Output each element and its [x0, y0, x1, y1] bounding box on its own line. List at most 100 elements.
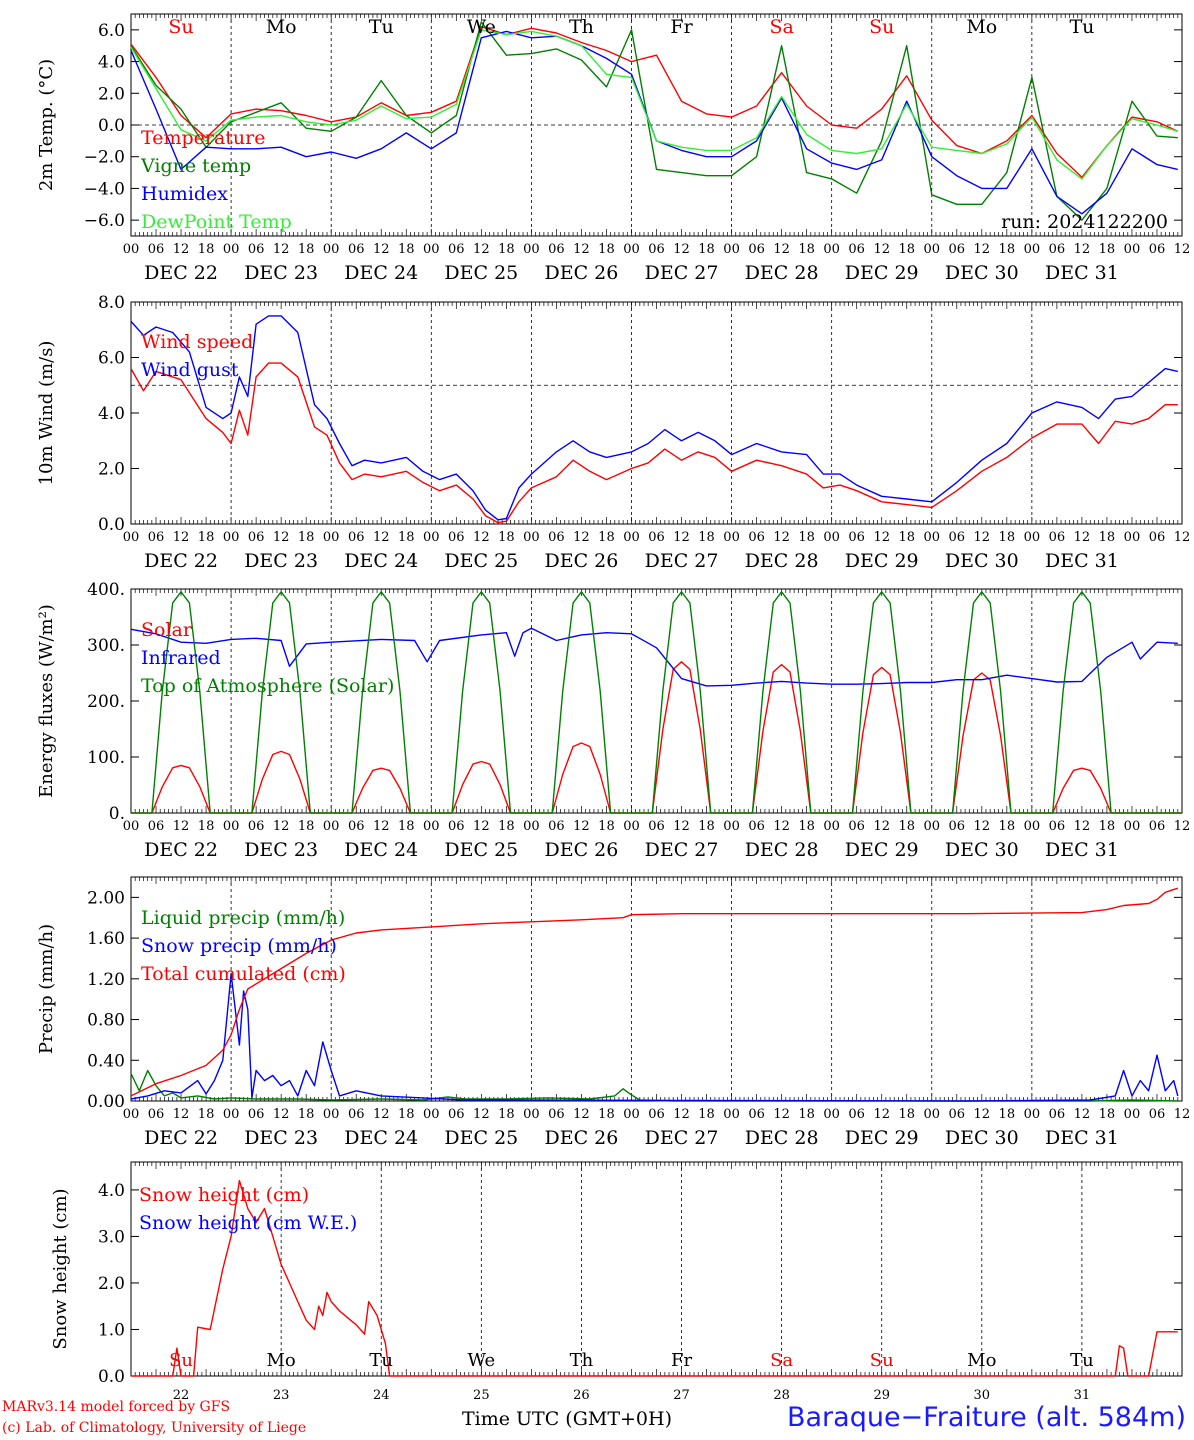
hour-tick-label: 18 — [698, 530, 715, 545]
hour-tick-label: 00 — [823, 530, 840, 545]
day-number-label: 29 — [873, 1388, 890, 1403]
legend-entry: Vigne temp — [140, 155, 251, 177]
y-tick-label: 4.0 — [98, 53, 125, 73]
date-label: DEC 23 — [244, 839, 318, 861]
weekday-label: Sa — [770, 1350, 793, 1371]
date-label: DEC 25 — [444, 839, 518, 861]
y-tick-label: 2.0 — [98, 84, 125, 104]
weekday-label: Tu — [1070, 1350, 1094, 1371]
hour-tick-label: 18 — [1099, 242, 1116, 257]
hour-tick-label: 18 — [498, 242, 515, 257]
hour-tick-label: 12 — [1074, 819, 1091, 834]
legend-entry: Liquid precip (mm/h) — [141, 907, 345, 929]
hour-tick-label: 18 — [598, 530, 615, 545]
hour-tick-label: 12 — [473, 819, 490, 834]
date-label: DEC 28 — [745, 262, 819, 284]
date-label: DEC 27 — [645, 839, 719, 861]
panel-snow: 4.0 3.0 2.0 1.0 0.0 Snow height (cm) Snow heig… — [50, 1161, 1183, 1387]
weekday-label: Mo — [267, 1350, 296, 1371]
hour-tick-label: 06 — [348, 1107, 365, 1122]
hour-tick-label: 00 — [1124, 530, 1141, 545]
hour-tick-label: 00 — [223, 242, 240, 257]
hour-tick-label: 06 — [248, 530, 265, 545]
hour-tick-label: 12 — [1174, 819, 1191, 834]
hour-tick-label: 06 — [548, 530, 565, 545]
hour-tick-label: 00 — [423, 530, 440, 545]
hour-tick-label: 06 — [748, 242, 765, 257]
y-axis-label: Energy fluxes (W/m²) — [36, 604, 57, 798]
date-label: DEC 29 — [845, 550, 919, 572]
hour-tick-label: 00 — [723, 1107, 740, 1122]
hour-tick-label: 18 — [598, 819, 615, 834]
hour-tick-label: 00 — [623, 1107, 640, 1122]
hour-tick-label: 00 — [1124, 1107, 1141, 1122]
y-axis-label: 10m Wind (m/s) — [36, 341, 57, 486]
hour-tick-label: 00 — [523, 819, 540, 834]
y-tick-label: 400. — [87, 580, 125, 600]
hour-tick-label: 06 — [248, 1107, 265, 1122]
hour-tick-label: 12 — [673, 819, 690, 834]
date-label: DEC 31 — [1045, 262, 1119, 284]
hour-tick-label: 06 — [748, 530, 765, 545]
hour-tick-label: 12 — [673, 530, 690, 545]
hour-tick-label: 00 — [923, 530, 940, 545]
hour-tick-label: 12 — [373, 242, 390, 257]
hour-tick-label: 12 — [673, 242, 690, 257]
hour-tick-label: 00 — [323, 819, 340, 834]
hour-tick-label: 18 — [398, 530, 415, 545]
y-tick-label: −4.0 — [84, 179, 125, 199]
hour-tick-label: 06 — [648, 242, 665, 257]
hour-tick-label: 06 — [648, 1107, 665, 1122]
hour-tick-label: 00 — [923, 242, 940, 257]
hour-tick-label: 00 — [323, 242, 340, 257]
hour-tick-label: 06 — [548, 1107, 565, 1122]
date-label: DEC 25 — [444, 1127, 518, 1149]
date-label: DEC 24 — [344, 839, 418, 861]
y-tick-label: 200. — [87, 692, 125, 712]
hour-tick-label: 06 — [1049, 530, 1066, 545]
legend-entry: Top of Atmosphere (Solar) — [141, 675, 394, 697]
series-line-dewpoint-temp — [130, 29, 1179, 180]
hour-tick-label: 18 — [898, 530, 915, 545]
hour-tick-label: 12 — [473, 1107, 490, 1122]
hour-tick-label: 18 — [198, 242, 215, 257]
hour-tick-label: 06 — [1049, 1107, 1066, 1122]
day-number-label: 26 — [573, 1388, 590, 1403]
hour-tick-label: 18 — [498, 819, 515, 834]
hour-tick-label: 12 — [974, 242, 991, 257]
hour-tick-label: 00 — [123, 819, 140, 834]
hour-tick-label: 00 — [323, 530, 340, 545]
hour-tick-label: 06 — [1149, 819, 1166, 834]
legend-entry: Wind speed — [141, 331, 253, 353]
hour-tick-label: 12 — [974, 1107, 991, 1122]
y-tick-label: 300. — [87, 636, 125, 656]
hour-tick-label: 12 — [673, 1107, 690, 1122]
day-number-label: 25 — [473, 1388, 490, 1403]
hour-tick-label: 12 — [873, 1107, 890, 1122]
hour-tick-label: 18 — [898, 1107, 915, 1122]
hour-tick-label: 18 — [798, 1107, 815, 1122]
hour-tick-label: 00 — [723, 242, 740, 257]
plot-frame — [130, 301, 1183, 525]
hour-tick-label: 18 — [198, 1107, 215, 1122]
hour-tick-label: 18 — [798, 819, 815, 834]
lab-credit: (c) Lab. of Climatology, University of L… — [2, 1420, 307, 1436]
hour-tick-label: 18 — [798, 242, 815, 257]
weekday-label: Fr — [671, 1350, 692, 1371]
hour-tick-label: 00 — [423, 242, 440, 257]
hour-tick-label: 18 — [298, 1107, 315, 1122]
series-line-liquid-precip-mm-h — [130, 1069, 1178, 1102]
date-label: DEC 29 — [845, 1127, 919, 1149]
hour-tick-label: 18 — [298, 242, 315, 257]
date-label: DEC 31 — [1045, 839, 1119, 861]
legend-entry: Solar — [141, 619, 193, 641]
weekday-label: Sa — [769, 16, 793, 38]
y-tick-label: −2.0 — [84, 148, 125, 168]
hour-tick-label: 12 — [1174, 242, 1191, 257]
hour-tick-label: 12 — [173, 530, 190, 545]
legend-entry: Snow height (cm W.E.) — [139, 1212, 357, 1234]
hour-tick-label: 18 — [898, 819, 915, 834]
hour-tick-label: 12 — [1074, 530, 1091, 545]
hour-tick-label: 12 — [974, 819, 991, 834]
